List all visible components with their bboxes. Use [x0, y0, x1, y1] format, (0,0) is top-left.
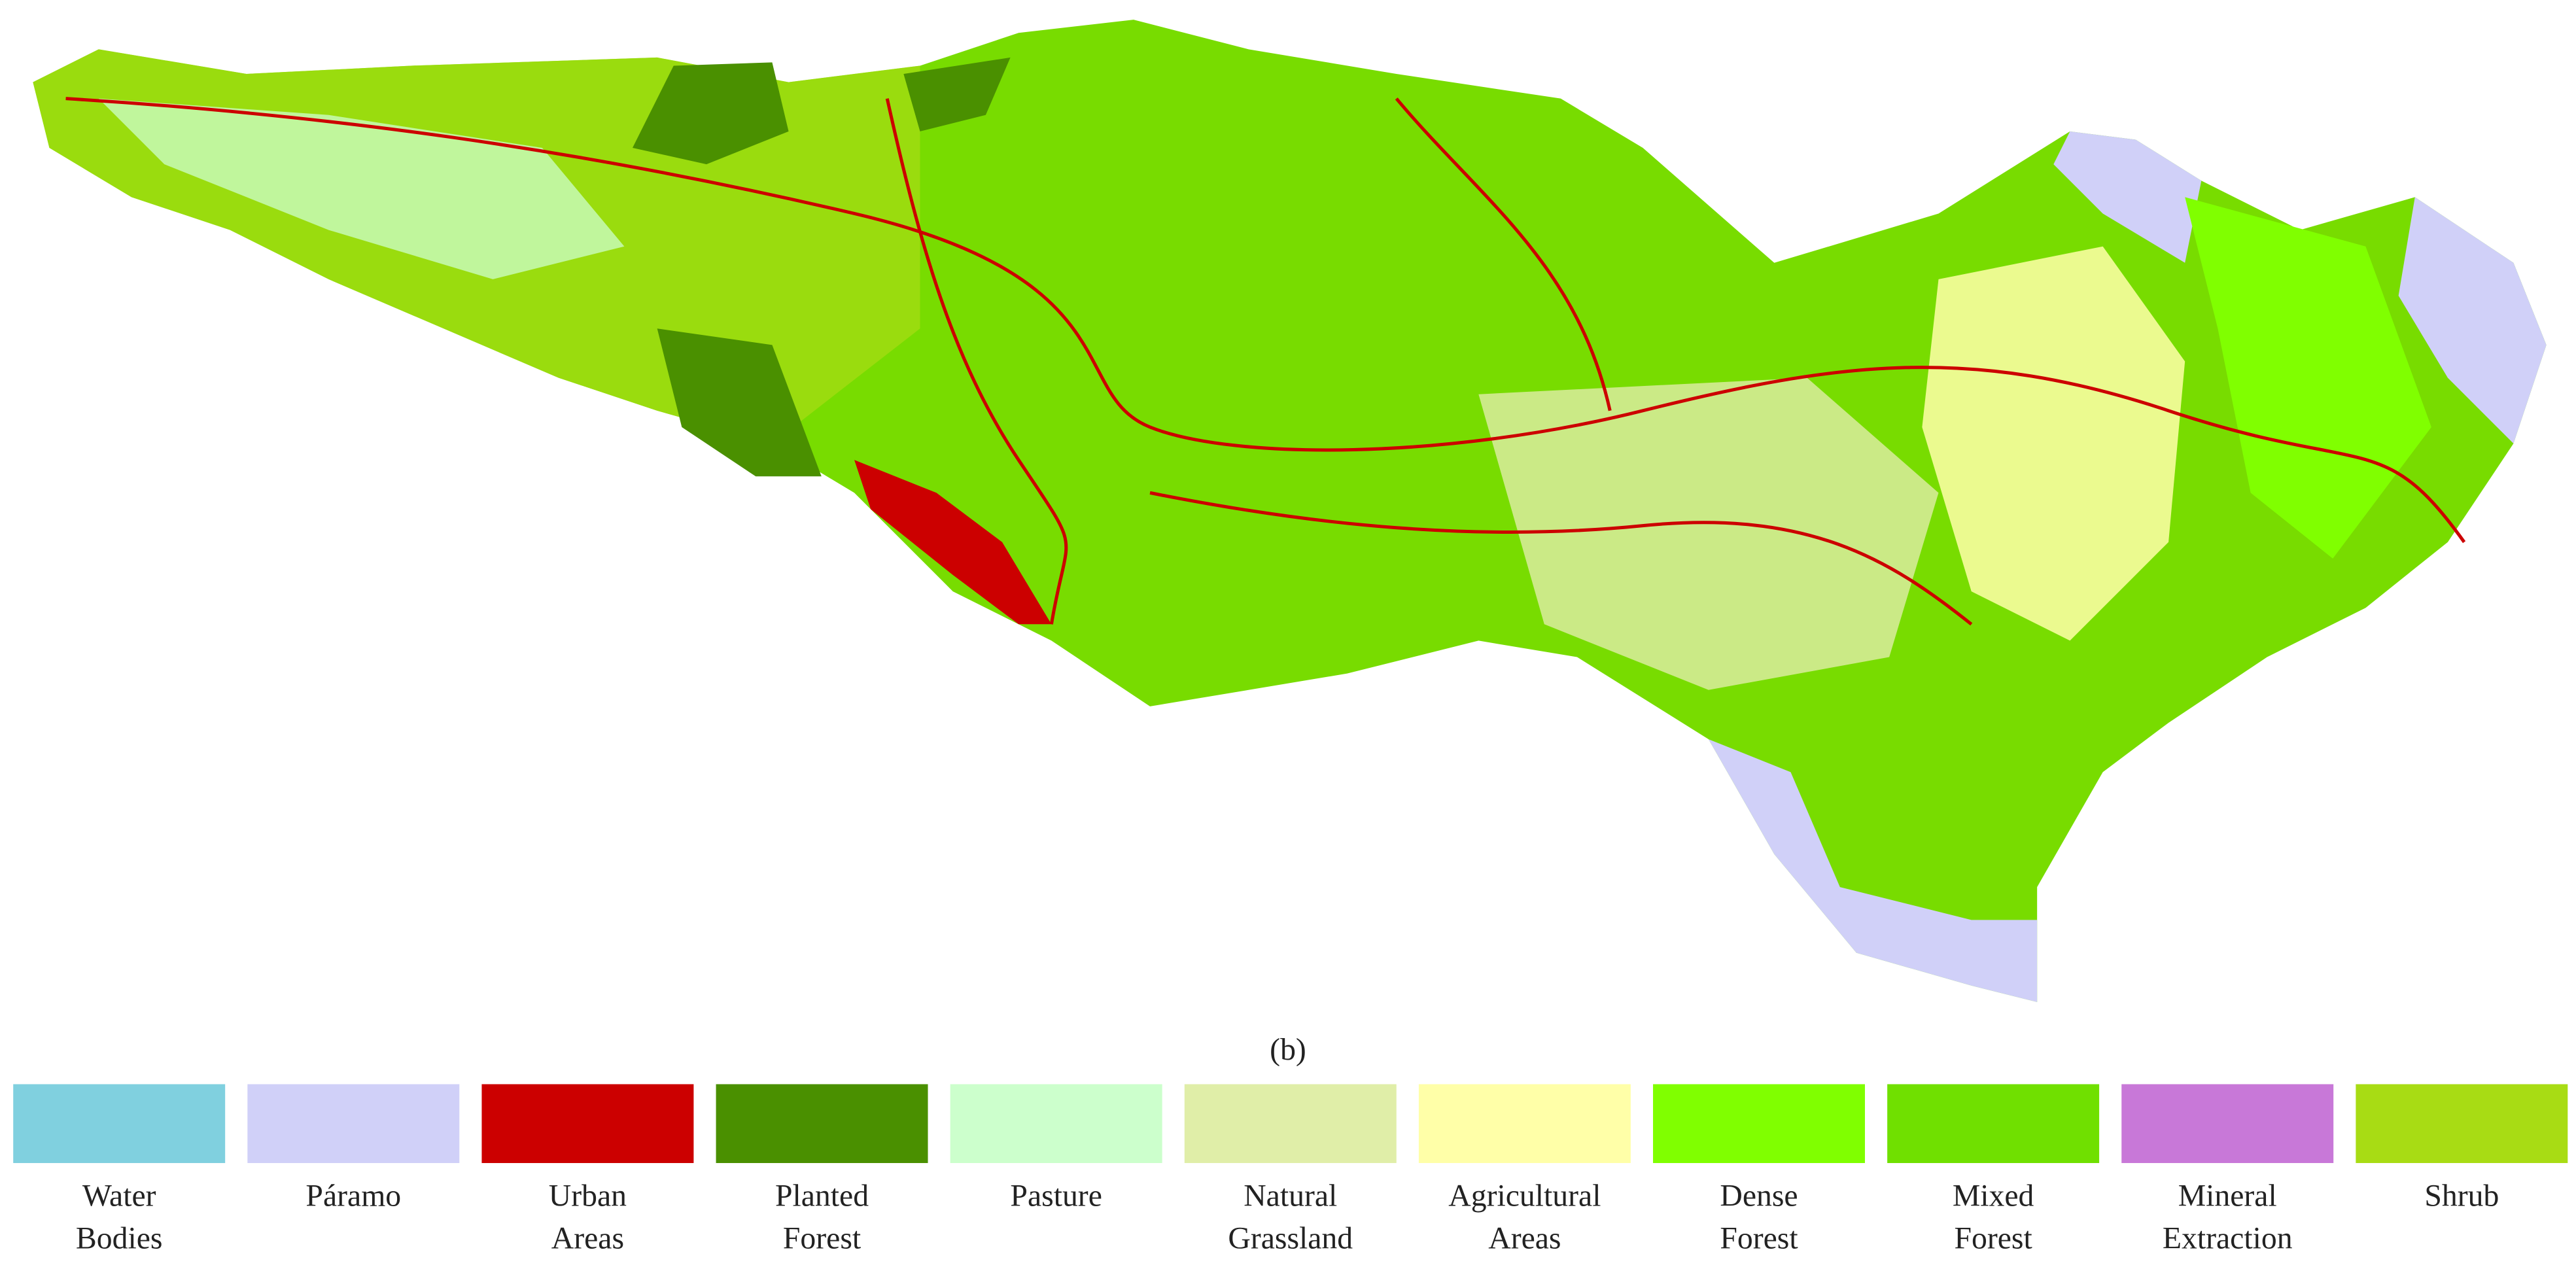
- legend-swatch: [1418, 1084, 1631, 1164]
- legend-label: Natural: [1244, 1178, 1337, 1213]
- legend-label: Mineral: [2178, 1178, 2277, 1213]
- legend-label: Water: [82, 1178, 156, 1213]
- legend-label: Areas: [1488, 1221, 1561, 1256]
- legend-swatch: [716, 1084, 928, 1164]
- legend-label: Extraction: [2163, 1221, 2293, 1256]
- legend-swatch: [13, 1084, 226, 1164]
- legend-label: Pasture: [1010, 1178, 1102, 1213]
- legend: Water Bodies Páramo Urban Areas Planted Forest…: [13, 1084, 2568, 1256]
- legend-label: Bodies: [76, 1221, 163, 1256]
- legend-label: Planted: [775, 1178, 869, 1213]
- paramo-east: [2053, 131, 2202, 263]
- legend-swatch: [1184, 1084, 1397, 1164]
- legend-label: Areas: [551, 1221, 624, 1256]
- legend-label: Forest: [1954, 1221, 2032, 1256]
- legend-swatch: [2356, 1084, 2568, 1164]
- road: [885, 98, 1068, 625]
- legend-label: Urban: [549, 1178, 627, 1213]
- road: [1395, 97, 1612, 411]
- legend-label: Mixed: [1953, 1178, 2034, 1213]
- legend-swatch: [2121, 1084, 2334, 1164]
- urban-network: [65, 97, 2466, 626]
- legend-label: Shrub: [2424, 1178, 2499, 1213]
- legend-label: Grassland: [1228, 1221, 1353, 1256]
- grassland-patch: [1478, 377, 1939, 690]
- legend-swatch: [247, 1084, 460, 1164]
- legend-label: Forest: [783, 1221, 861, 1256]
- legend-label: Forest: [1720, 1221, 1798, 1256]
- paramo-east2: [2398, 197, 2547, 444]
- legend-swatch: [950, 1084, 1162, 1164]
- agricultural-patch: [1922, 246, 2185, 641]
- paramo-south: [1708, 739, 2038, 1002]
- legend-label: Páramo: [305, 1178, 401, 1213]
- legend-swatch: [481, 1084, 694, 1164]
- road: [1149, 491, 1973, 626]
- dense-forest-patch: [2185, 197, 2431, 559]
- legend-label: Agricultural: [1448, 1178, 1601, 1213]
- planted-forest-1: [632, 62, 789, 165]
- legend-swatch: [1653, 1084, 1865, 1164]
- urban-area: [854, 460, 1052, 625]
- panel-label: (b): [1270, 1032, 1306, 1067]
- legend-swatch: [1887, 1084, 2100, 1164]
- planted-forest-3: [903, 57, 1011, 131]
- planted-forest-2: [657, 328, 822, 477]
- legend-label: Dense: [1720, 1178, 1798, 1213]
- road: [65, 97, 2466, 544]
- map: [33, 20, 2547, 1002]
